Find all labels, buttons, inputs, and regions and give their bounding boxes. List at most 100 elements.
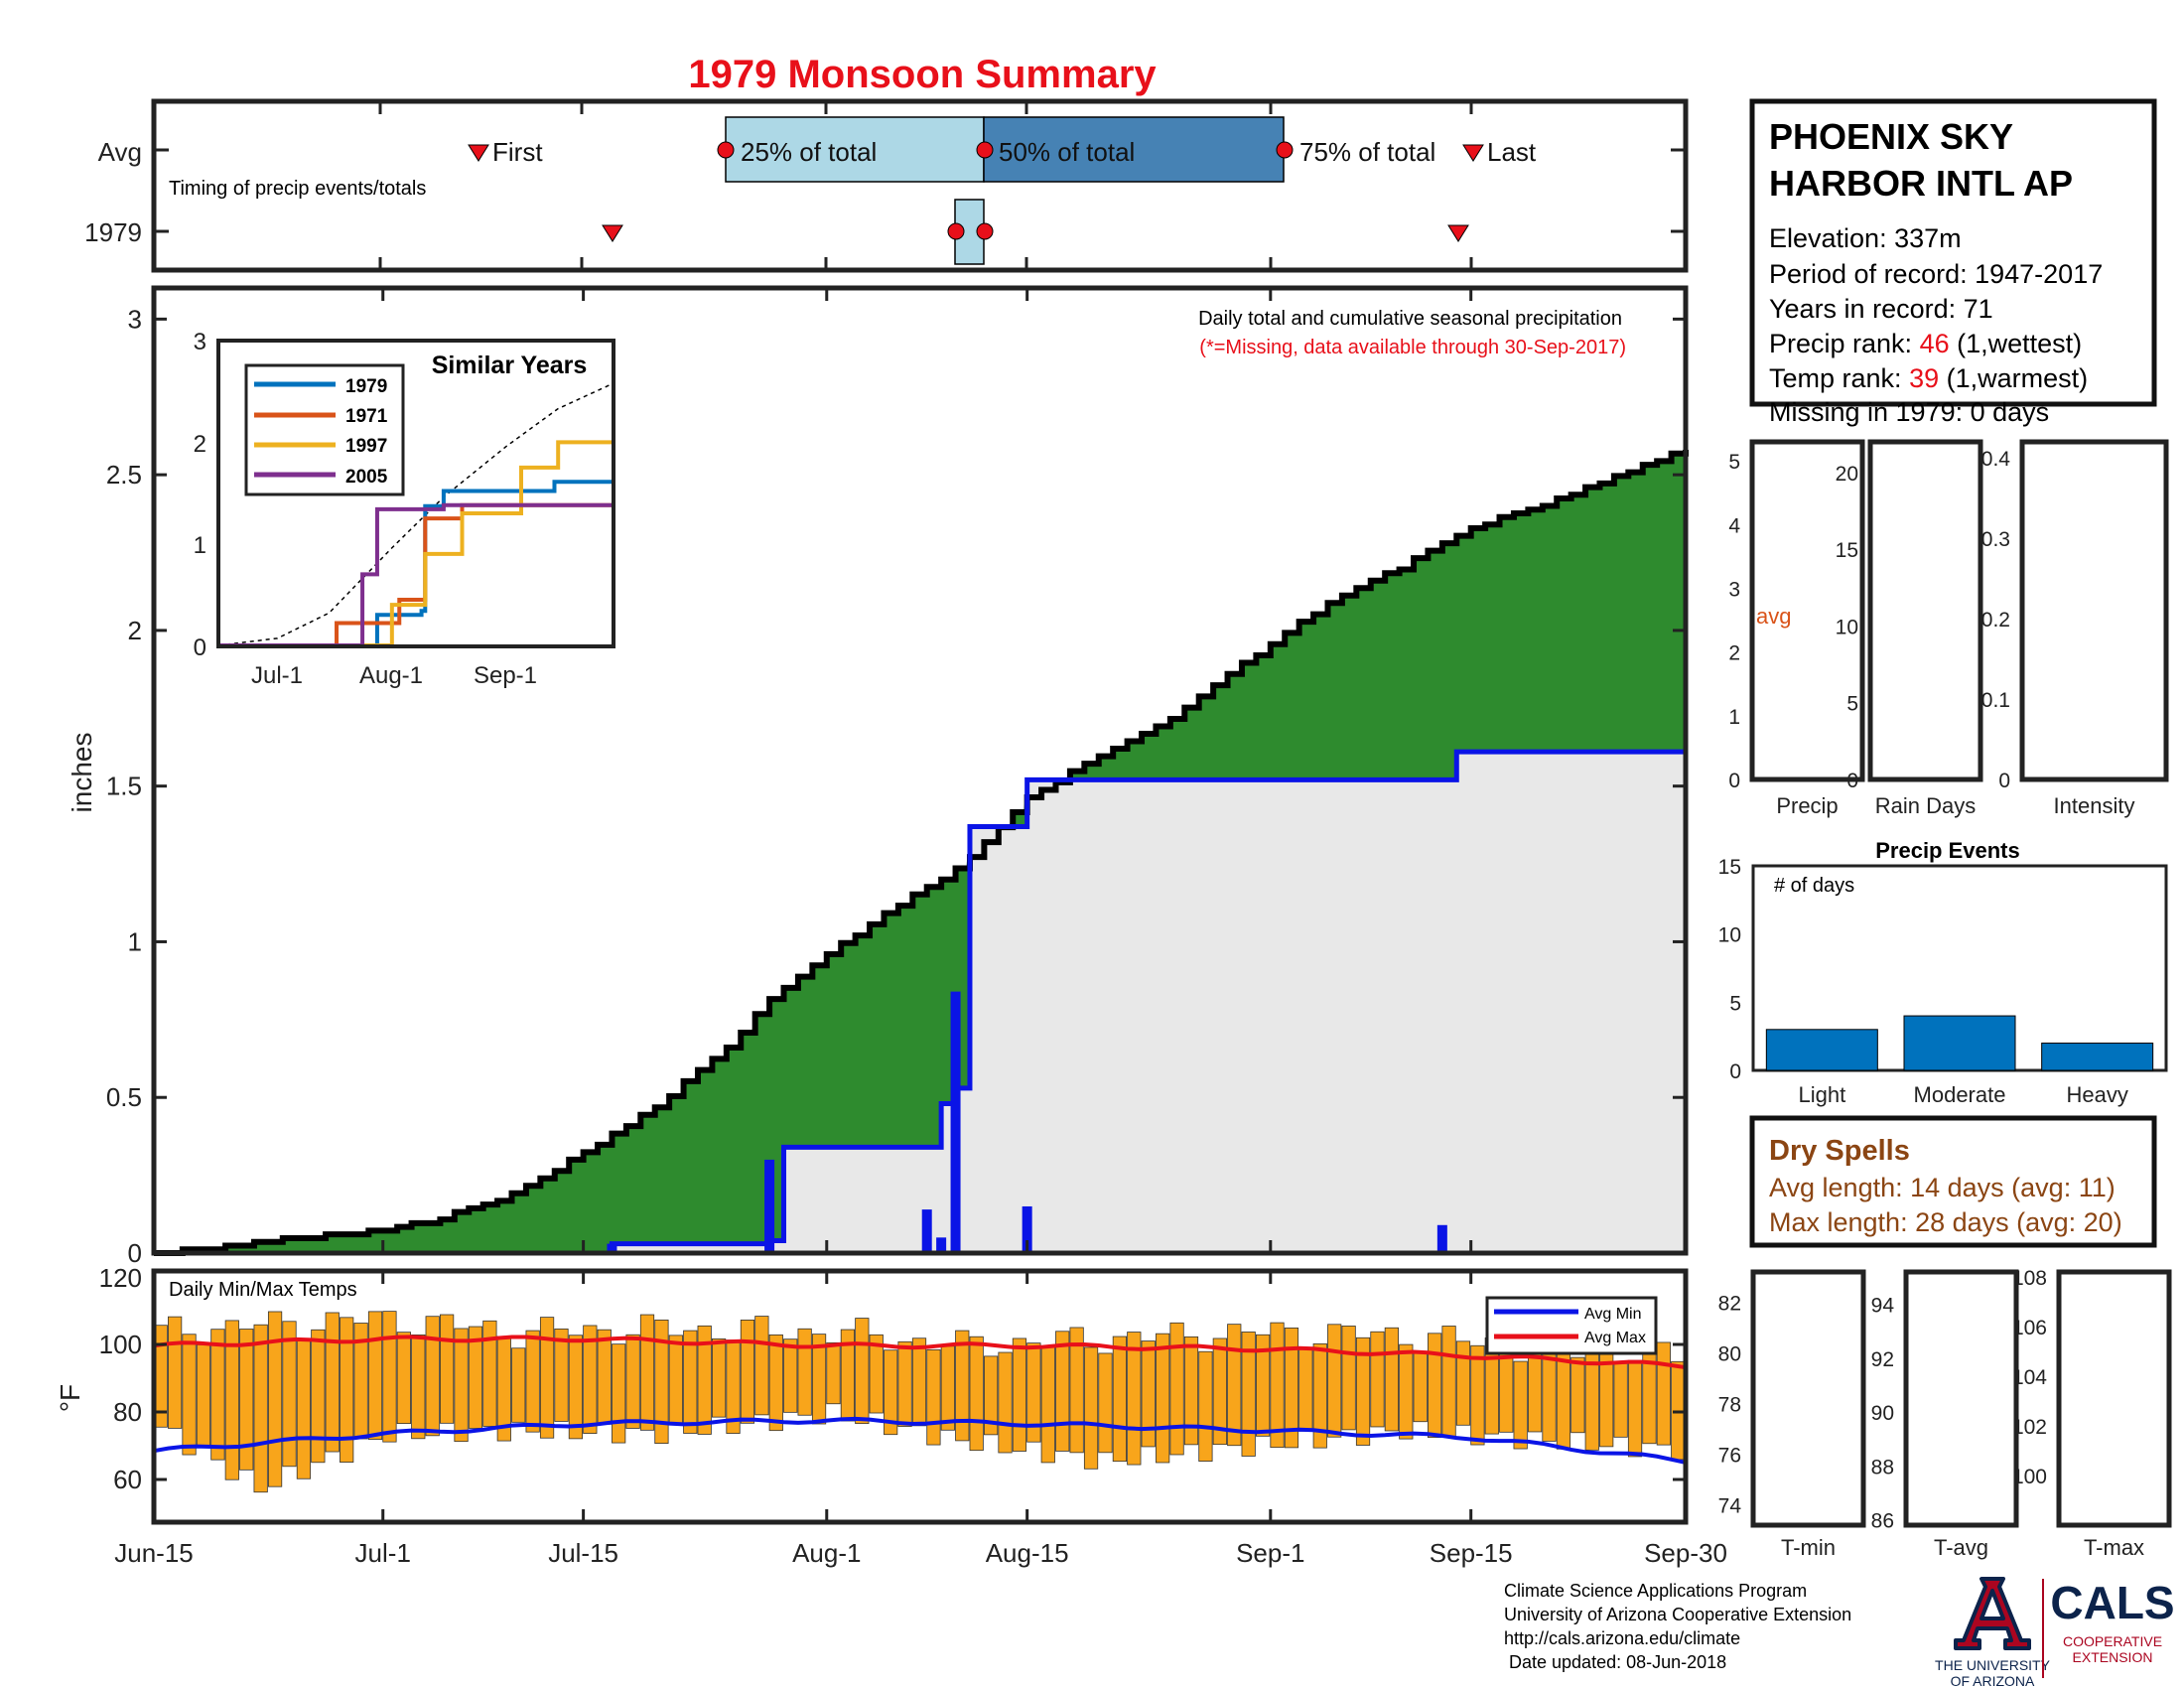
daily-temp-bar [683, 1330, 698, 1434]
daily-temp-bar [568, 1335, 584, 1440]
precip-avg-label: avg [1756, 604, 1791, 629]
station-temp-rank: Temp rank: 39 (1,warmest) [1769, 363, 2088, 393]
precip-stat-ytick: 4 [1728, 514, 1740, 537]
daily-temp-bar [454, 1328, 469, 1443]
timing-ticks [154, 101, 1686, 270]
date-tick-label: Sep-1 [1236, 1538, 1304, 1568]
station-name-line1: PHOENIX SKY [1769, 116, 2013, 157]
tmax-stat-label: T-max [2084, 1535, 2144, 1560]
daily-precip-bar [607, 1243, 617, 1253]
tmin-stat-ytick: 82 [1718, 1293, 1741, 1316]
tmin-stat-ytick: 74 [1718, 1495, 1742, 1518]
daily-temp-bar [1627, 1359, 1643, 1458]
inset-legend-2005: 2005 [345, 467, 388, 488]
daily-temp-bar [712, 1338, 727, 1418]
date-axis: Jun-15 Jul-1 Jul-15 Aug-1 Aug-15 Sep-1 Sep-15 S… [114, 288, 1727, 1568]
inset-frame [216, 339, 615, 648]
temps-chart-layers [153, 1311, 1687, 1493]
date-tick-label: Sep-15 [1430, 1538, 1513, 1568]
inset-avg-line [217, 382, 614, 646]
dry-spells-panel: Dry Spells Avg length: 14 days (avg: 11)… [1749, 1115, 2157, 1248]
events-ytick: 5 [1729, 992, 1741, 1015]
daily-temp-bar [1127, 1332, 1142, 1466]
tmax-stat-frame [2056, 1269, 2172, 1528]
station-elevation: Elevation: 337m [1769, 223, 1962, 253]
daily-temp-bar [612, 1343, 626, 1444]
daily-temp-bar [1156, 1333, 1170, 1464]
daily-temp-bar [482, 1320, 497, 1427]
tmax-stat-panel: 100102104106108105T-max [2012, 1267, 2172, 1560]
daily-temp-bar [1355, 1336, 1371, 1446]
daily-temp-bar [1499, 1346, 1514, 1433]
intensity-stat-ytick: 0.3 [1981, 528, 2010, 551]
inset-xtick-sep: Sep-1 [474, 662, 537, 689]
daily-temp-bar [1055, 1331, 1070, 1452]
daily-temp-bar [740, 1319, 755, 1424]
inset-ytick-1: 1 [194, 532, 206, 559]
daily-precip-bar [950, 991, 961, 1253]
daily-precip-bar [1022, 1205, 1032, 1253]
daily-temp-bar [267, 1311, 283, 1487]
intensity-stat-panel: 00.10.20.30.40.18Intensityin/day [1981, 439, 2169, 818]
inset-ytick-2: 2 [194, 431, 206, 458]
precip-events-title: Precip Events [1875, 838, 2020, 863]
daily-temp-bar [253, 1324, 268, 1493]
daily-temp-bar [1384, 1327, 1399, 1432]
tavg-stat-ytick: 88 [1871, 1456, 1894, 1478]
intensity-stat-ytick: 0.2 [1981, 609, 2010, 632]
tavg-stat-label: T-avg [1934, 1535, 1988, 1560]
precip-stat-frame [1749, 439, 1865, 782]
daily-temp-bar [1513, 1360, 1528, 1450]
precip-ytick-label: 1 [128, 926, 142, 956]
daily-temp-bar [1098, 1352, 1113, 1454]
avg-min-temp-line [153, 1416, 1687, 1465]
tmax-stat-ytick: 106 [2012, 1317, 2047, 1339]
date-tick-label: Aug-15 [986, 1538, 1069, 1568]
daily-temp-bar [239, 1329, 254, 1471]
daily-temp-bar [1298, 1346, 1313, 1432]
avg-cumulative-line [154, 450, 1689, 1256]
cals-logo-sub2: EXTENSION [2073, 1649, 2153, 1665]
raindays-stat-ytick: 10 [1836, 616, 1858, 638]
daily-temp-bar [1112, 1336, 1127, 1463]
inset-xtick-aug: Aug-1 [359, 662, 423, 689]
daily-temp-bar [1012, 1337, 1027, 1452]
q50-marker-icon [976, 141, 994, 159]
daily-temp-bar [1069, 1327, 1084, 1454]
timing-row-label-year: 1979 [84, 217, 142, 247]
precip-chart: Daily total and cumulative seasonal prec… [67, 285, 1689, 1268]
tmax-stat-ytick: 104 [2012, 1366, 2047, 1389]
events-ytick: 10 [1718, 924, 1741, 947]
date-tick-label: Jul-15 [548, 1538, 618, 1568]
daily-temp-bar [969, 1336, 984, 1452]
timing-panel: Avg 1979 Timing of precip events/totals … [84, 98, 1689, 273]
precip-y-ticks: 0 0.5 1 1.5 2 2.5 3 [106, 304, 1686, 1268]
q25-marker-icon [717, 141, 735, 159]
inset-legend-1971: 1971 [345, 406, 388, 427]
intensity-stat-frame [2019, 439, 2169, 782]
daily-temp-bar [1284, 1327, 1299, 1449]
temps-y-axis-label: °F [55, 1384, 85, 1412]
events-ytick: 15 [1718, 856, 1741, 879]
daily-temp-bar [1241, 1332, 1256, 1457]
daily-temp-bar [1613, 1362, 1628, 1438]
station-name-line2: HARBOR INTL AP [1769, 163, 2073, 204]
daily-temp-bar [539, 1317, 555, 1439]
temps-ytick-120: 120 [99, 1263, 142, 1293]
timing-q50-label: 50% of total [999, 137, 1135, 167]
daily-temp-bar [811, 1334, 827, 1425]
daily-temp-bar [340, 1317, 354, 1463]
precip-stat-ytick: 0 [1728, 770, 1740, 792]
daily-temp-bar [1527, 1348, 1543, 1433]
daily-temp-bar [768, 1334, 783, 1432]
first-event-marker-icon [468, 144, 489, 162]
daily-temp-bar [425, 1316, 440, 1437]
dry-spells-avg: Avg length: 14 days (avg: 11) [1769, 1173, 2116, 1202]
daily-temp-bar [1183, 1336, 1199, 1446]
station-missing: Missing in 1979: 0 days [1769, 397, 2049, 427]
date-tick-label: Jul-1 [355, 1538, 411, 1568]
inset-ytick-0: 0 [194, 634, 206, 661]
university-of-arizona-logo: THE UNIVERSITY OF ARIZONA [1935, 1577, 2051, 1688]
daily-temp-bar [955, 1330, 970, 1442]
